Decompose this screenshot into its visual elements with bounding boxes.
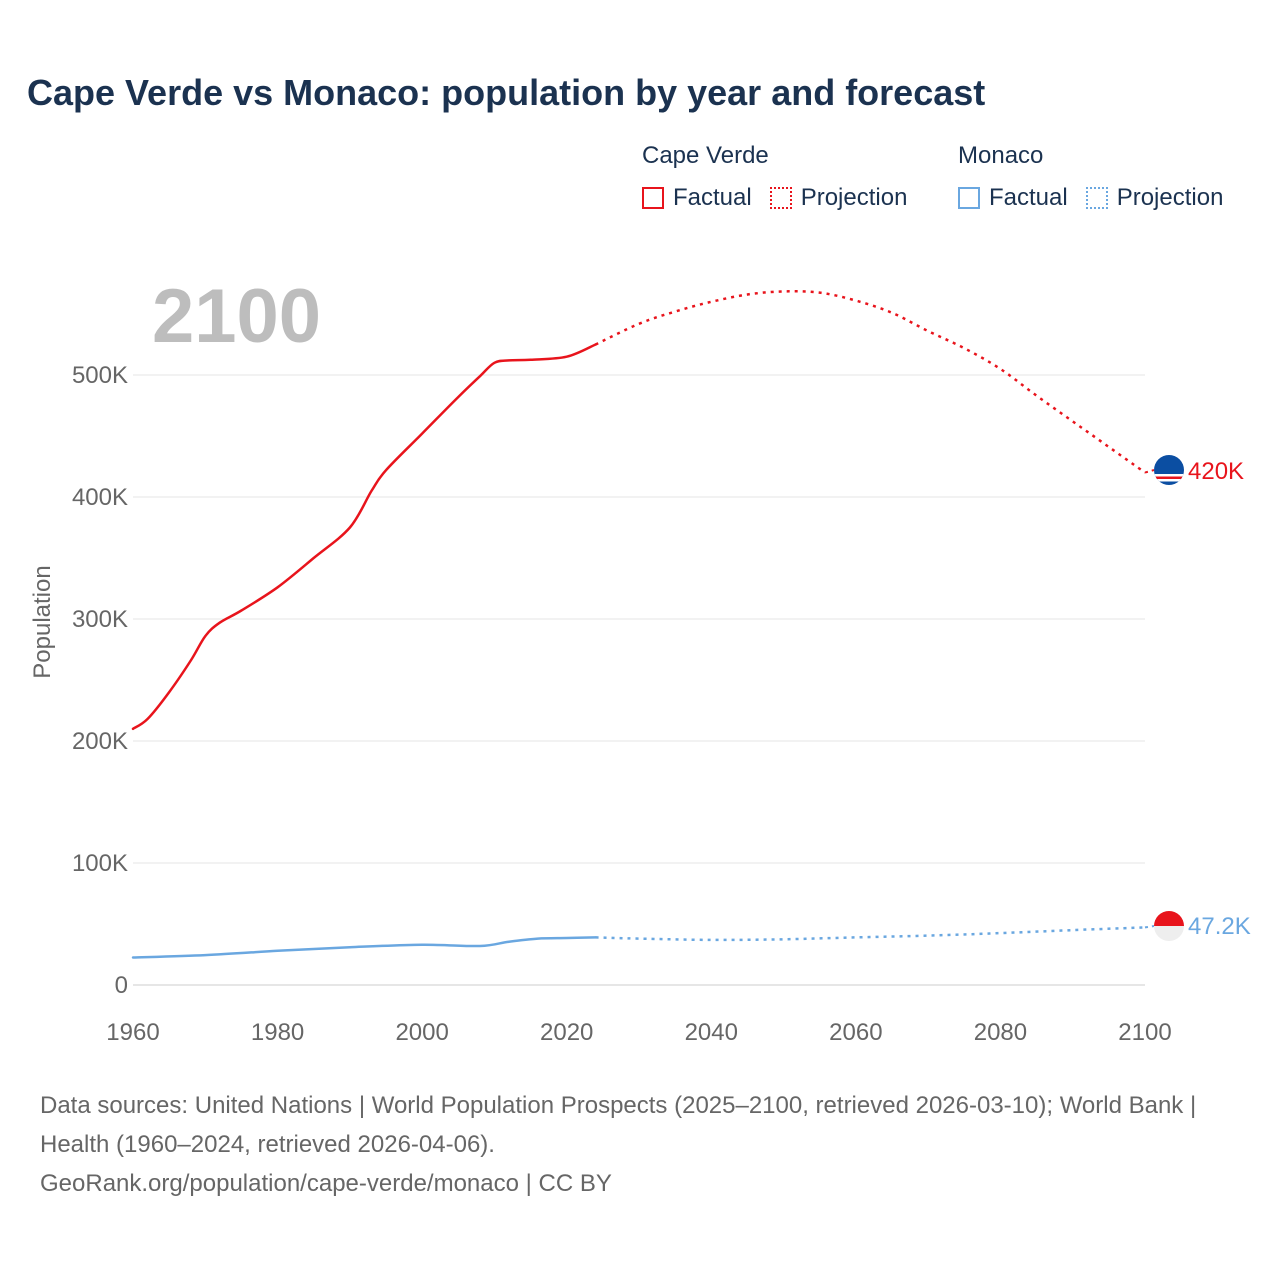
monaco-projection-line[interactable] bbox=[595, 926, 1146, 942]
series-lines bbox=[131, 290, 1155, 959]
x-tick-label: 1960 bbox=[106, 1019, 159, 1046]
legend-label: Projection bbox=[800, 184, 908, 211]
x-tick-label: 1980 bbox=[251, 1019, 304, 1046]
y-tick-label: 400K bbox=[72, 484, 128, 511]
x-tick-label: 2040 bbox=[685, 1019, 738, 1046]
factual-swatch-icon bbox=[958, 187, 980, 209]
y-tick-label: 100K bbox=[72, 850, 128, 877]
monaco-end-connector bbox=[1144, 925, 1155, 929]
grid-lines bbox=[133, 374, 1145, 986]
legend-item-cape-verde-projection[interactable]: Projection bbox=[769, 184, 908, 212]
cape-verde-end-label: 420K bbox=[1188, 458, 1244, 485]
factual-swatch-icon bbox=[642, 187, 664, 209]
cape-verde-projection-line[interactable] bbox=[595, 290, 1146, 474]
legend-group-cape-verde: Cape Verde Factual Projection bbox=[642, 142, 925, 212]
y-tick-label: 300K bbox=[72, 606, 128, 633]
x-tick-label: 2100 bbox=[1118, 1019, 1171, 1046]
y-axis: 0 100K 200K 300K 400K 500K bbox=[72, 362, 128, 999]
x-axis: 1960 1980 2000 2020 2040 2060 2080 2100 bbox=[106, 1019, 1171, 1046]
legend-label: Factual bbox=[673, 184, 752, 211]
x-tick-label: 2060 bbox=[829, 1019, 882, 1046]
legend-group-monaco: Monaco Factual Projection bbox=[958, 142, 1241, 212]
chart-title: Cape Verde vs Monaco: population by year… bbox=[27, 72, 986, 113]
legend-label: Factual bbox=[989, 184, 1068, 211]
monaco-factual-line[interactable] bbox=[131, 936, 597, 959]
y-tick-label: 500K bbox=[72, 362, 128, 389]
legend-item-monaco-projection[interactable]: Projection bbox=[1085, 184, 1224, 212]
legend-label: Projection bbox=[1116, 184, 1224, 211]
cape-verde-flag-icon bbox=[1154, 455, 1184, 485]
cape-verde-factual-line[interactable] bbox=[131, 343, 597, 731]
y-tick-label: 0 bbox=[115, 972, 128, 999]
legend-item-cape-verde-factual[interactable]: Factual bbox=[642, 184, 752, 212]
y-tick-label: 200K bbox=[72, 728, 128, 755]
projection-swatch-icon bbox=[769, 187, 792, 209]
legend-item-monaco-factual[interactable]: Factual bbox=[958, 184, 1068, 212]
monaco-flag-icon bbox=[1154, 911, 1184, 941]
projection-swatch-icon bbox=[1085, 187, 1108, 209]
monaco-end-label: 47.2K bbox=[1188, 913, 1251, 940]
cape-verde-end-connector bbox=[1144, 469, 1155, 474]
end-markers: 420K 47.2K bbox=[1154, 455, 1251, 941]
legend-group-label: Cape Verde bbox=[642, 142, 769, 169]
x-tick-label: 2020 bbox=[540, 1019, 593, 1046]
legend-group-label: Monaco bbox=[958, 142, 1044, 169]
x-tick-label: 2080 bbox=[974, 1019, 1027, 1046]
y-axis-label: Population bbox=[29, 565, 56, 678]
year-watermark: 2100 bbox=[152, 274, 321, 359]
data-sources: Data sources: United Nations | World Pop… bbox=[40, 1086, 1240, 1203]
population-chart: 2100 0 100K 200K 300K 400K 500K 1960 1980 2000 2… bbox=[29, 274, 1251, 1046]
sources-link[interactable]: GeoRank.org/population/cape-verde/monaco… bbox=[40, 1170, 612, 1197]
sources-text: Data sources: United Nations | World Pop… bbox=[40, 1092, 1197, 1158]
x-tick-label: 2000 bbox=[395, 1019, 448, 1046]
